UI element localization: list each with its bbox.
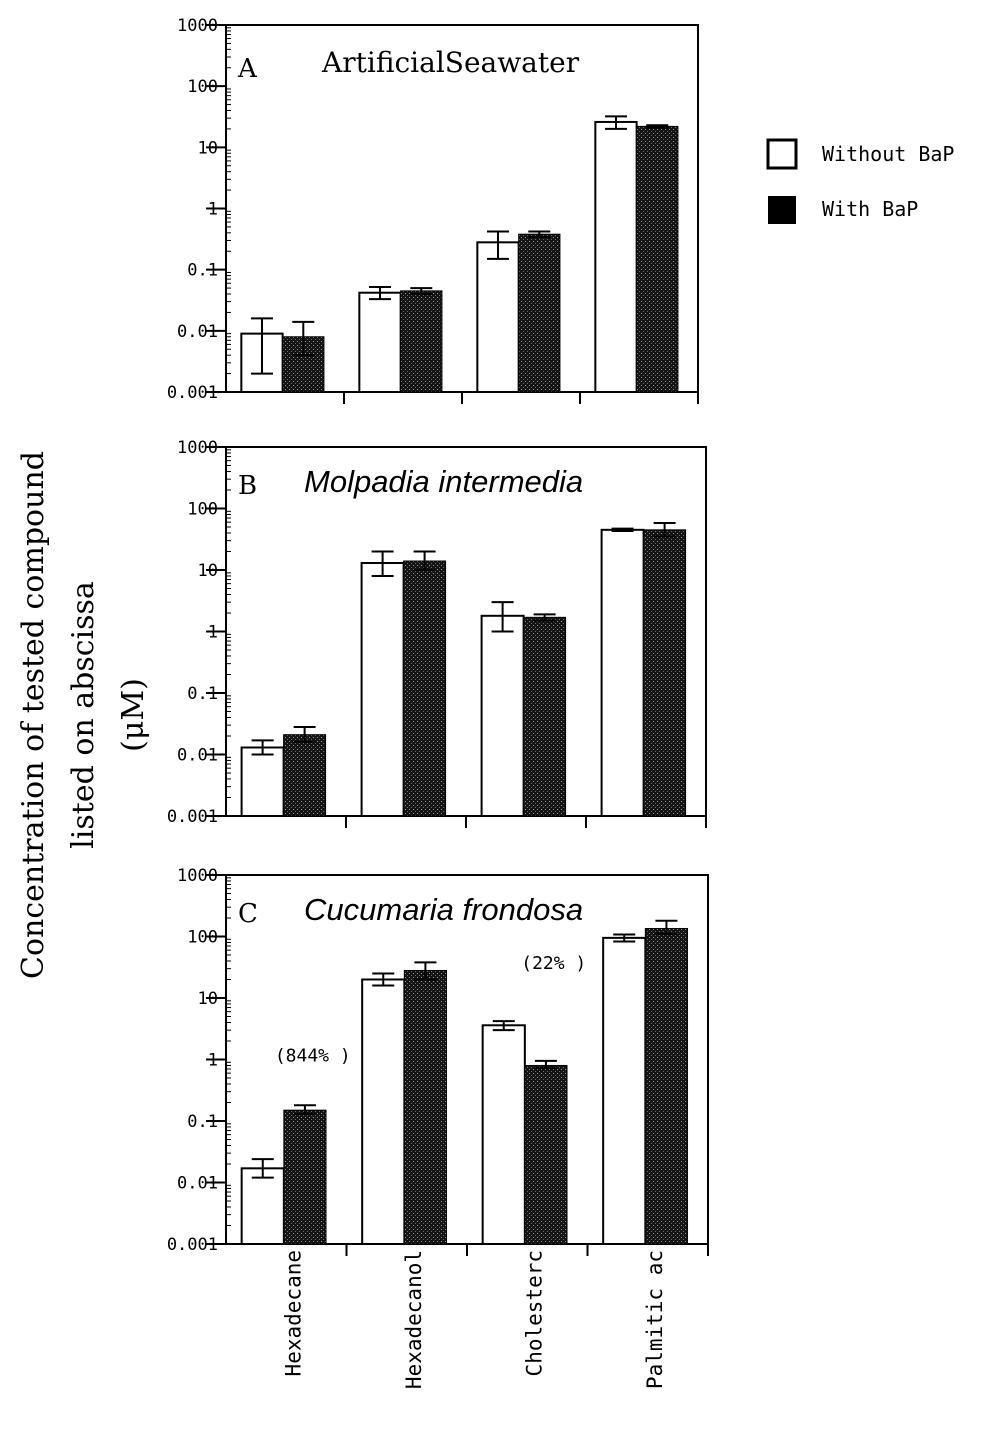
y-tick-label: 1000 — [177, 866, 218, 886]
bar-with-bap-hexadecane — [283, 1109, 327, 1245]
y-axis-label-line-2: listed on abscissa — [66, 581, 101, 849]
legend-swatch-without-bap — [766, 138, 798, 170]
legend-label-with-bap: With BaP — [822, 197, 918, 221]
panel-letter: B — [238, 471, 257, 501]
panel-title: Cucumaria frondosa — [304, 892, 583, 927]
y-tick-label: 10 — [198, 138, 218, 158]
bar-without-bap-hexadecanol — [358, 291, 402, 393]
bar-without-bap-hexadecanol — [360, 561, 405, 818]
bar-without-bap-hexadecane — [240, 1167, 285, 1245]
y-tick-label: 0.01 — [177, 322, 218, 342]
y-tick-label: 100 — [187, 77, 218, 97]
bar-with-bap-hexadecane — [283, 734, 327, 817]
bar-with-bap-cholesterol — [518, 233, 561, 393]
y-tick-label: 1 — [208, 623, 218, 643]
annotation: (22% ) — [521, 953, 586, 974]
bar-with-bap-hexadecanol — [403, 560, 447, 817]
y-tick-label: 0.1 — [187, 1112, 218, 1132]
y-tick-label: 0.01 — [177, 1174, 218, 1194]
panel-title: Molpadia intermedia — [304, 464, 583, 499]
y-axis-label-line-1: Concentration of tested compound — [16, 451, 51, 979]
panel-letter: C — [238, 899, 258, 929]
bar-without-bap-hexadecanol — [361, 978, 406, 1245]
category-labels: Hexadecane Hexadecanol Cholesterc Palmitic … — [281, 1250, 667, 1389]
bar-with-bap-hexadecanol — [400, 290, 443, 393]
category-label-palmitic-acid: Palmitic ac — [643, 1250, 667, 1389]
panel-letter: A — [237, 54, 258, 84]
bar-with-bap-palmitic-acid — [644, 927, 689, 1245]
legend-swatch-with-bap — [768, 196, 796, 224]
bar-without-bap-cholesterol — [481, 1024, 526, 1245]
panel-c: 1000 100 10 1 0.1 0.01 0.001 (844% ) (22% ) C Cucu… — [167, 866, 709, 1256]
panel-b: 1000 100 10 1 0.1 0.01 0.001 B Molpadia intermed… — [167, 438, 707, 828]
y-axis-label-line-3: (μM) — [116, 678, 151, 752]
bar-with-bap-palmitic-acid — [643, 529, 687, 817]
y-tick-label: 0.1 — [187, 261, 218, 281]
bar-without-bap-cholesterol — [476, 241, 520, 393]
category-label-hexadecanol: Hexadecanol — [402, 1250, 426, 1389]
y-tick-label: 0.01 — [177, 746, 218, 766]
panel-a: 1000 100 10 1 0.1 0.01 0.001 A ArtificialSeawate… — [167, 16, 699, 404]
legend-label-without-bap: Without BaP — [822, 142, 954, 166]
y-tick-label: 0.001 — [167, 383, 218, 403]
bar-with-bap-cholesterol — [524, 1064, 568, 1245]
annotation: (844% ) — [275, 1045, 351, 1066]
bar-without-bap-palmitic-acid — [594, 120, 638, 393]
y-tick-label: 100 — [187, 928, 218, 948]
category-label-hexadecane: Hexadecane — [281, 1250, 305, 1376]
legend: Without BaP With BaP — [766, 138, 954, 224]
bar-without-bap-hexadecane — [240, 746, 285, 818]
bar-without-bap-cholesterol — [480, 614, 525, 817]
y-axis-label: Concentration of tested compound listed … — [16, 451, 151, 979]
y-tick-label: 0.1 — [187, 684, 218, 704]
y-tick-label: 0.001 — [167, 1235, 218, 1255]
y-tick-label: 0.001 — [167, 807, 218, 827]
y-tick-label: 10 — [198, 989, 218, 1009]
bar-without-bap-palmitic-acid — [600, 528, 645, 818]
category-label-cholesterol: Cholesterc — [522, 1250, 546, 1376]
panels: 1000 100 10 1 0.1 0.01 0.001 A ArtificialSeawate… — [167, 16, 709, 1256]
y-tick-label: 10 — [198, 561, 218, 581]
y-tick-label: 1 — [208, 1051, 218, 1071]
y-tick-label: 1000 — [177, 16, 218, 36]
bar-with-bap-hexadecanol — [403, 969, 448, 1245]
y-tick-label: 1000 — [177, 438, 218, 458]
bar-with-bap-cholesterol — [523, 616, 567, 817]
y-tick-label: 100 — [187, 500, 218, 520]
y-tick-label: 1 — [208, 200, 218, 220]
bar-without-bap-palmitic-acid — [602, 936, 647, 1245]
panel-title: ArtificialSeawater — [321, 46, 580, 79]
bar-with-bap-palmitic-acid — [636, 125, 679, 393]
